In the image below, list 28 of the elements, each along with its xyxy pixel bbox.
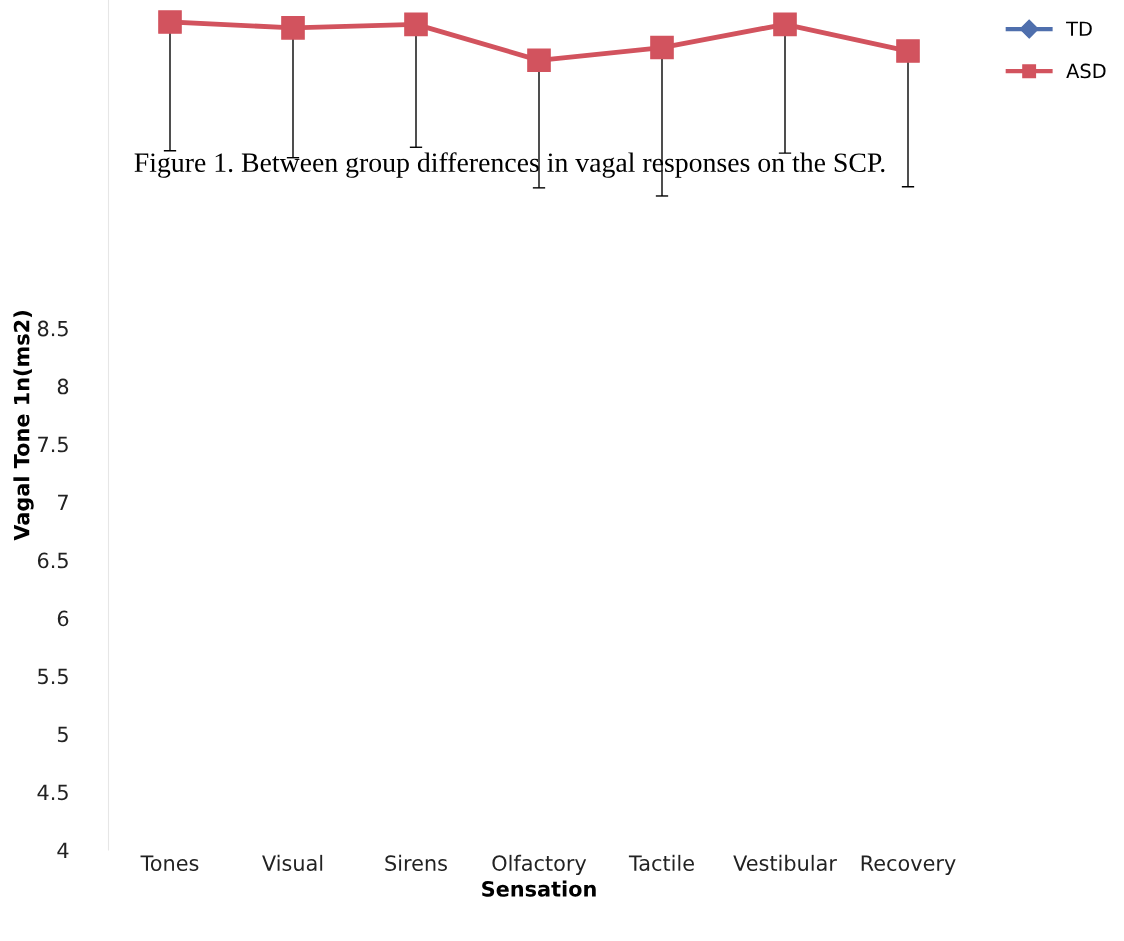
legend-label: ASD: [1066, 63, 1106, 79]
point: [650, 35, 674, 60]
point: [773, 12, 797, 37]
x-tick-label: Vestibular: [733, 854, 837, 871]
y-tick-label: 7.5: [38, 436, 68, 453]
point: [527, 48, 551, 73]
y-tick-label: 6.5: [37, 552, 68, 569]
x-tick-label: Recovery: [861, 855, 956, 876]
point: [404, 12, 428, 37]
x-tick-label: Olfactory: [492, 854, 587, 876]
y-tick-label: 4: [57, 842, 69, 858]
y-tick-label: 4.5: [37, 784, 68, 801]
x-tick-label: Tones: [140, 855, 199, 871]
y-tick-label: 6: [57, 610, 69, 627]
point: [896, 39, 920, 63]
y-axis-title: Vagal Tone 1n(ms2): [13, 311, 34, 541]
point: [158, 10, 182, 34]
x-axis-title: Sensation: [482, 880, 596, 897]
y-tick-label: 5: [57, 726, 68, 743]
y-tick-label: 7: [58, 494, 68, 511]
legend-label: TD: [1066, 21, 1092, 36]
y-tick-label: 8.5: [37, 320, 68, 337]
y-tick-label: 8: [57, 378, 69, 395]
x-tick-label: Tactile: [628, 854, 694, 871]
x-tick-label: Visual: [262, 854, 323, 871]
x-tick-label: Sirens: [385, 854, 447, 871]
point: [281, 16, 305, 40]
y-tick-label: 5.5: [38, 668, 68, 685]
